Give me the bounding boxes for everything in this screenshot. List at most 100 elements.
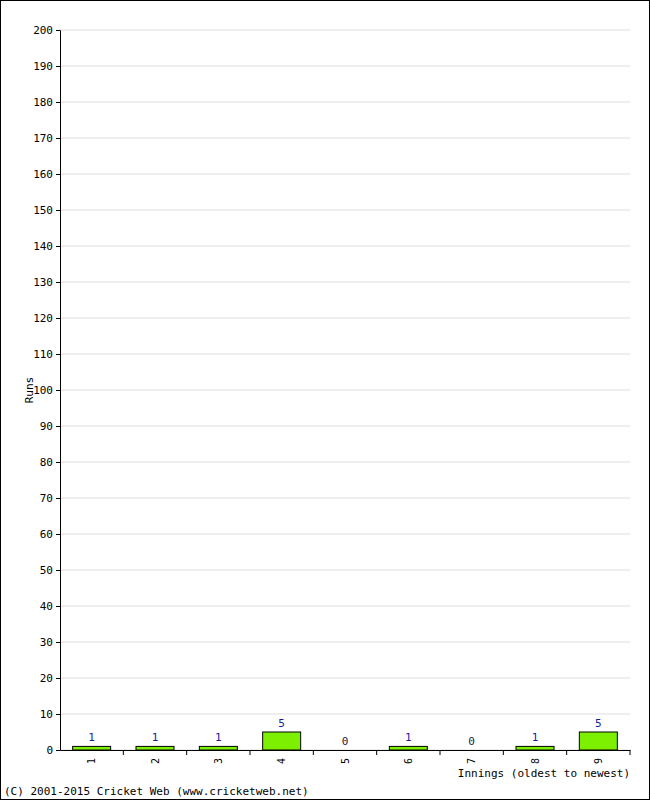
y-tick: 150 <box>33 204 60 217</box>
y-tick: 60 <box>40 528 60 541</box>
y-axis-line <box>56 31 61 751</box>
grid-line <box>60 318 630 319</box>
x-tick-label: 1 <box>86 758 97 764</box>
bar <box>516 746 554 750</box>
x-separator <box>630 750 631 755</box>
x-axis: 123456789 <box>61 750 631 764</box>
x-tick-label: 9 <box>593 758 604 764</box>
grid-line <box>60 30 630 31</box>
data-label: 1 <box>152 731 159 744</box>
data-label: 1 <box>532 731 539 744</box>
y-tick: 180 <box>33 96 60 109</box>
data-label: 0 <box>342 735 349 748</box>
y-tick: 50 <box>40 564 60 577</box>
grid-line <box>60 282 630 283</box>
x-tick-label: 8 <box>530 758 541 764</box>
y-tick-label: 110 <box>33 348 53 361</box>
y-tick-mark <box>56 390 60 391</box>
grid-line <box>60 570 630 571</box>
grid-line <box>60 606 630 607</box>
y-tick-mark <box>56 138 60 139</box>
grid-line <box>60 174 630 175</box>
y-tick-mark <box>56 498 60 499</box>
data-label: 1 <box>88 731 95 744</box>
data-label: 5 <box>595 717 602 730</box>
grid-line <box>60 534 630 535</box>
bar <box>199 746 237 750</box>
y-tick: 0 <box>46 744 60 757</box>
y-tick-label: 200 <box>33 24 53 37</box>
y-tick-mark <box>56 282 60 283</box>
chart-container: 0102030405060708090100110120130140150160… <box>0 0 650 800</box>
y-tick-mark <box>56 66 60 67</box>
y-tick-label: 70 <box>40 492 53 505</box>
x-tick: 8 <box>530 750 541 764</box>
y-tick: 120 <box>33 312 60 325</box>
y-tick: 200 <box>33 24 60 37</box>
x-tick-label: 2 <box>150 758 161 764</box>
y-tick: 30 <box>40 636 60 649</box>
y-tick-mark <box>56 714 60 715</box>
bar <box>453 750 491 751</box>
x-axis-title: Innings (oldest to newest) <box>458 767 630 780</box>
y-tick-label: 120 <box>33 312 53 325</box>
x-tick-label: 5 <box>340 758 351 764</box>
data-label: 0 <box>468 735 475 748</box>
y-axis-title: Runs <box>23 377 36 404</box>
data-label: 1 <box>405 731 412 744</box>
grid-line <box>60 498 630 499</box>
bar <box>389 746 427 750</box>
x-tick-label: 6 <box>403 758 414 764</box>
y-tick: 170 <box>33 132 60 145</box>
x-tick-label: 4 <box>276 758 287 764</box>
y-tick: 190 <box>33 60 60 73</box>
data-label: 5 <box>278 717 285 730</box>
y-axis: 0 10 20 30 40 50 60 70 80 90 100 110 120 130 140 150 160… <box>33 24 60 757</box>
bars <box>73 732 618 750</box>
grid-line <box>60 678 630 679</box>
grid-line <box>60 714 630 715</box>
bar <box>136 746 174 750</box>
x-tick: 1 <box>86 750 97 764</box>
x-separator <box>186 750 187 755</box>
y-tick: 100 <box>33 384 60 397</box>
grid-line <box>60 246 630 247</box>
y-tick-label: 30 <box>40 636 53 649</box>
grid <box>60 30 630 750</box>
y-tick-mark <box>56 426 60 427</box>
x-tick: 9 <box>593 750 604 764</box>
y-tick-label: 10 <box>40 708 53 721</box>
x-tick: 3 <box>213 750 224 764</box>
y-tick-label: 20 <box>40 672 53 685</box>
y-tick: 90 <box>40 420 60 433</box>
y-tick-label: 80 <box>40 456 53 469</box>
y-tick-mark <box>56 354 60 355</box>
grid-line <box>60 138 630 139</box>
y-tick: 80 <box>40 456 60 469</box>
y-tick-label: 130 <box>33 276 53 289</box>
y-tick-label: 140 <box>33 240 53 253</box>
data-labels: 111501015 <box>88 717 601 748</box>
x-separator <box>313 750 314 755</box>
y-tick-label: 90 <box>40 420 53 433</box>
y-tick-mark <box>56 570 60 571</box>
x-tick-label: 3 <box>213 758 224 764</box>
y-tick: 130 <box>33 276 60 289</box>
y-tick-mark <box>56 678 60 679</box>
y-tick-mark <box>56 642 60 643</box>
y-tick-label: 180 <box>33 96 53 109</box>
y-tick: 160 <box>33 168 60 181</box>
y-tick: 40 <box>40 600 60 613</box>
x-separator <box>566 750 567 755</box>
bar <box>579 732 617 750</box>
bar <box>263 732 301 750</box>
y-tick-label: 160 <box>33 168 53 181</box>
x-separator <box>376 750 377 755</box>
x-tick: 2 <box>150 750 161 764</box>
copyright-note: (C) 2001-2015 Cricket Web (www.cricketwe… <box>4 785 309 798</box>
y-tick-mark <box>56 174 60 175</box>
y-tick: 140 <box>33 240 60 253</box>
grid-line <box>60 66 630 67</box>
y-tick-mark <box>56 318 60 319</box>
y-tick-label: 190 <box>33 60 53 73</box>
